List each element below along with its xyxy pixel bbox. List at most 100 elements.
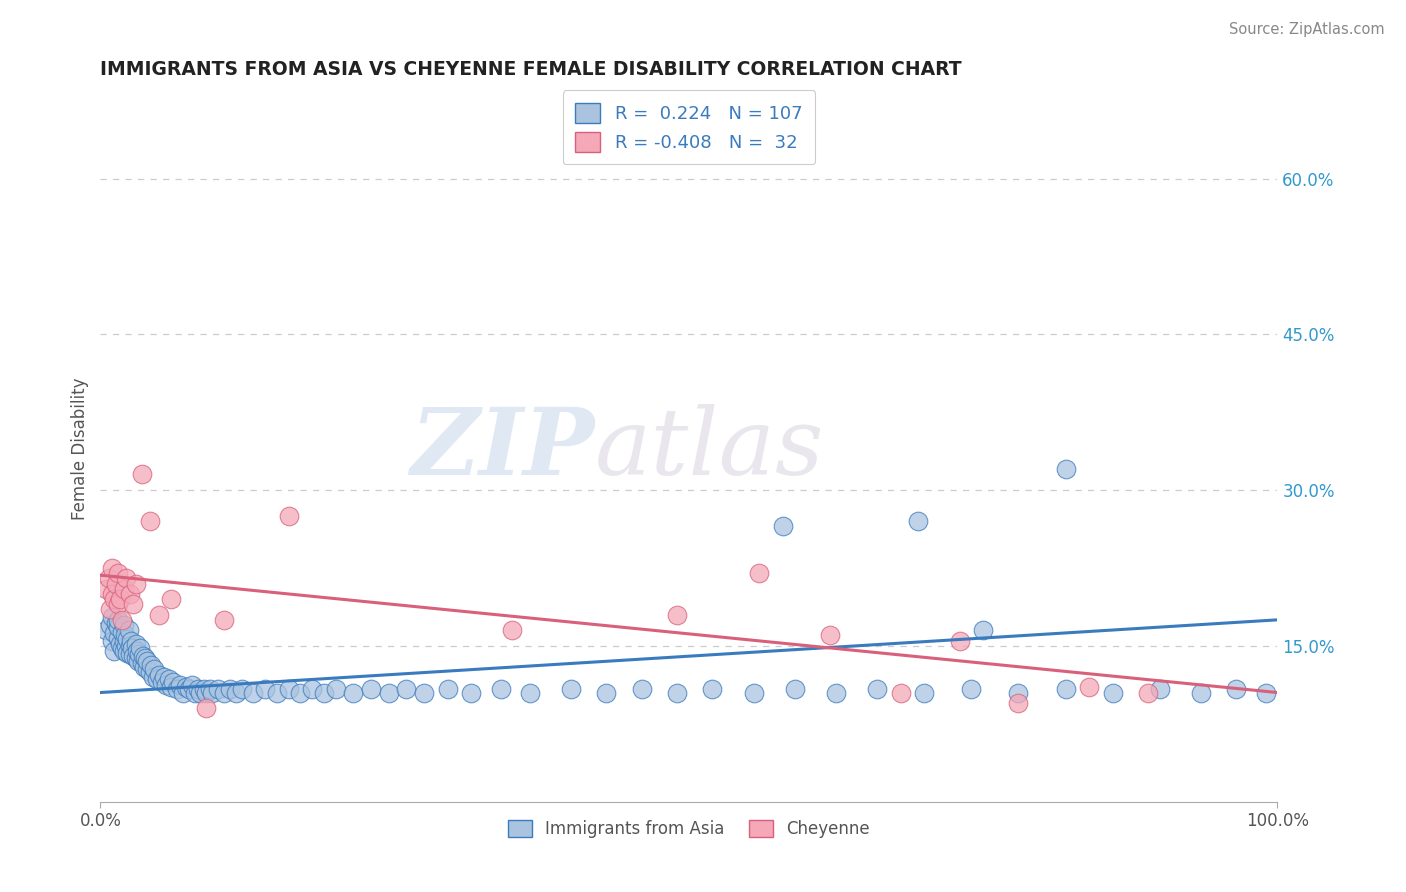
Point <box>124 576 146 591</box>
Point <box>212 613 235 627</box>
Point <box>142 670 165 684</box>
Point <box>139 665 162 679</box>
Point <box>117 646 139 660</box>
Point <box>148 668 170 682</box>
Point <box>132 649 155 664</box>
Point <box>162 675 184 690</box>
Point <box>146 672 169 686</box>
Point <box>134 651 156 665</box>
Point <box>136 654 159 668</box>
Point <box>118 587 141 601</box>
Point <box>157 672 180 686</box>
Point <box>207 682 229 697</box>
Point <box>150 675 173 690</box>
Point <box>312 685 335 699</box>
Point <box>125 644 148 658</box>
Point <box>172 685 194 699</box>
Point <box>131 657 153 671</box>
Point <box>143 662 166 676</box>
Point <box>436 682 458 697</box>
Point <box>866 682 889 697</box>
Point <box>112 644 135 658</box>
Point <box>122 597 145 611</box>
Point <box>912 685 935 699</box>
Point <box>198 682 221 697</box>
Point <box>742 685 765 699</box>
Point <box>120 633 142 648</box>
Point <box>1054 682 1077 697</box>
Point <box>107 597 129 611</box>
Point <box>115 639 138 653</box>
Point <box>1254 685 1277 699</box>
Point <box>132 659 155 673</box>
Point <box>818 628 841 642</box>
Point <box>183 685 205 699</box>
Point <box>201 685 224 699</box>
Point <box>1149 682 1171 697</box>
Point <box>103 592 125 607</box>
Point <box>231 682 253 697</box>
Point <box>177 682 200 697</box>
Point <box>783 682 806 697</box>
Point <box>110 625 132 640</box>
Text: ZIP: ZIP <box>411 403 595 493</box>
Point <box>560 682 582 697</box>
Point <box>1054 462 1077 476</box>
Point <box>107 566 129 581</box>
Point <box>630 682 652 697</box>
Point <box>1078 681 1101 695</box>
Point <box>890 685 912 699</box>
Legend: Immigrants from Asia, Cheyenne: Immigrants from Asia, Cheyenne <box>503 814 875 843</box>
Point <box>97 571 120 585</box>
Point <box>190 685 212 699</box>
Y-axis label: Female Disability: Female Disability <box>72 377 89 520</box>
Point <box>413 685 436 699</box>
Point <box>949 633 972 648</box>
Point <box>103 644 125 658</box>
Point <box>825 685 848 699</box>
Point <box>377 685 399 699</box>
Point <box>128 647 150 661</box>
Point <box>110 613 132 627</box>
Point <box>98 618 121 632</box>
Point <box>110 592 132 607</box>
Point <box>342 685 364 699</box>
Point <box>96 624 118 638</box>
Point <box>110 637 132 651</box>
Point <box>160 592 183 607</box>
Point <box>666 685 689 699</box>
Point <box>107 613 129 627</box>
Point <box>460 685 482 699</box>
Point <box>174 681 197 695</box>
Point <box>1189 685 1212 699</box>
Point <box>115 571 138 585</box>
Point <box>277 682 299 697</box>
Point <box>1101 685 1123 699</box>
Point <box>489 682 512 697</box>
Point <box>96 582 118 596</box>
Point <box>112 633 135 648</box>
Point <box>104 615 127 630</box>
Point <box>103 626 125 640</box>
Point <box>127 654 149 668</box>
Point <box>301 682 323 697</box>
Point <box>748 566 770 581</box>
Point <box>112 618 135 632</box>
Point <box>131 467 153 482</box>
Point <box>772 519 794 533</box>
Point <box>907 514 929 528</box>
Point <box>360 682 382 697</box>
Text: atlas: atlas <box>595 403 824 493</box>
Point <box>148 607 170 622</box>
Point <box>254 682 277 697</box>
Point <box>155 678 177 692</box>
Point <box>702 682 724 697</box>
Point <box>110 640 132 655</box>
Point <box>114 628 136 642</box>
Point <box>972 624 994 638</box>
Point <box>107 620 129 634</box>
Point <box>595 685 617 699</box>
Point <box>1136 685 1159 699</box>
Point <box>960 682 983 697</box>
Point <box>101 609 124 624</box>
